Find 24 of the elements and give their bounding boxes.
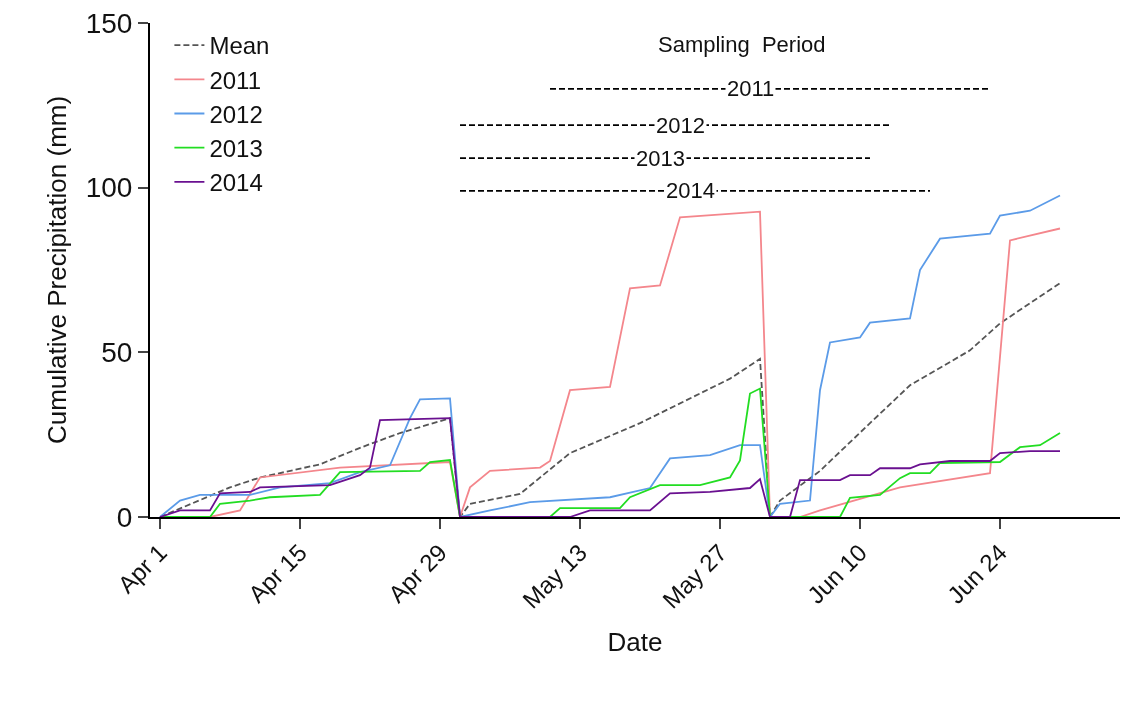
y-axis-title: Cumulative Precipitation (mm) <box>41 95 72 445</box>
x-tick-label: Jun 10 <box>801 538 873 609</box>
x-tick-label: Apr 1 <box>112 538 173 599</box>
y-tick-label: 50 <box>101 337 133 369</box>
y-tick-label: 0 <box>116 501 133 533</box>
legend-label: Mean <box>209 32 270 60</box>
legend-label: 2014 <box>209 169 263 197</box>
annotation: 2011 <box>727 76 775 101</box>
x-tick-label: May 27 <box>657 538 733 614</box>
x-tick-label: Jun 24 <box>941 538 1013 609</box>
y-tick-label: 150 <box>85 7 133 39</box>
y-tick-label: 100 <box>85 172 133 204</box>
legend-label: 2013 <box>209 135 263 163</box>
x-tick-label: Apr 29 <box>382 538 453 608</box>
x-tick-label: Apr 15 <box>242 538 313 608</box>
legend-label: 2012 <box>209 100 263 128</box>
line-series <box>159 417 1061 517</box>
legend-label: 2011 <box>209 66 262 94</box>
annotation: 2012 <box>656 113 705 138</box>
x-axis-title: Date <box>607 626 663 657</box>
annotation: Sampling Period <box>658 32 826 57</box>
annotation: 2014 <box>666 178 715 203</box>
annotation: 2013 <box>636 146 685 171</box>
x-tick-label: May 13 <box>517 538 593 614</box>
